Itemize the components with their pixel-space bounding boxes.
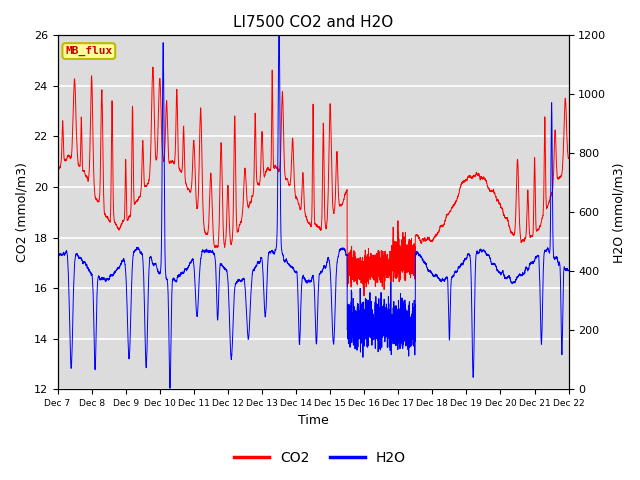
Legend: CO2, H2O: CO2, H2O xyxy=(228,445,412,471)
Line: H2O: H2O xyxy=(58,36,568,388)
H2O xyxy=(296,341,303,347)
X-axis label: Time: Time xyxy=(298,414,328,427)
H2O xyxy=(275,33,283,38)
CO2 xyxy=(227,242,235,248)
CO2 xyxy=(54,168,61,174)
H2O xyxy=(543,246,551,252)
CO2 xyxy=(360,293,368,299)
CO2 xyxy=(296,204,303,209)
H2O xyxy=(166,385,174,391)
Y-axis label: CO2 (mmol/m3): CO2 (mmol/m3) xyxy=(15,162,28,262)
Title: LI7500 CO2 and H2O: LI7500 CO2 and H2O xyxy=(233,15,393,30)
H2O xyxy=(54,253,61,259)
CO2 xyxy=(537,221,545,227)
H2O xyxy=(428,270,435,276)
CO2 xyxy=(543,204,551,210)
Line: CO2: CO2 xyxy=(58,67,568,296)
Y-axis label: H2O (mmol/m3): H2O (mmol/m3) xyxy=(612,162,625,263)
Text: MB_flux: MB_flux xyxy=(65,46,113,56)
H2O xyxy=(537,332,545,338)
CO2 xyxy=(149,64,157,70)
CO2 xyxy=(564,156,572,161)
CO2 xyxy=(428,239,435,244)
H2O xyxy=(564,267,572,273)
CO2 xyxy=(442,216,449,222)
H2O xyxy=(227,357,235,362)
H2O xyxy=(442,276,449,282)
